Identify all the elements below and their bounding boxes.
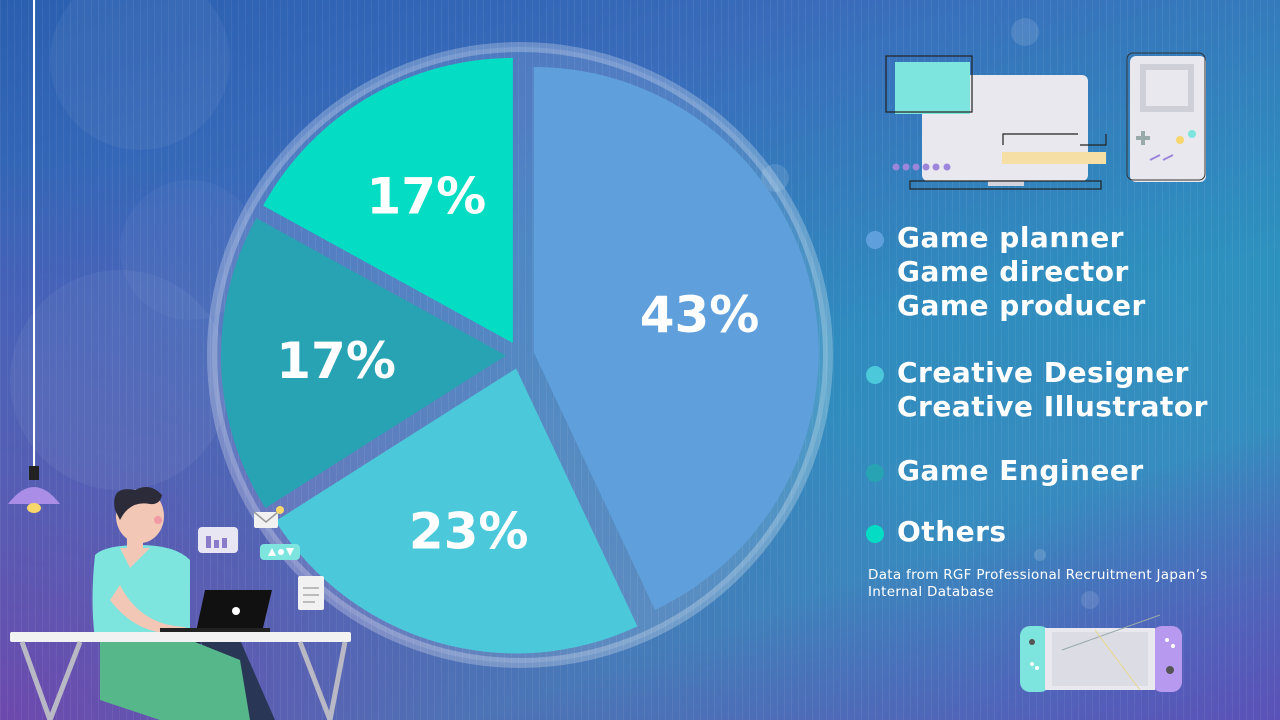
- pie-slice-3: [221, 218, 507, 509]
- legend-label: Creative Illustrator: [897, 390, 1208, 423]
- legend-label: Game planner: [897, 221, 1124, 254]
- source-note: Data from RGF Professional Recruitment J…: [868, 567, 1208, 601]
- legend-dot: [866, 366, 884, 384]
- switch-console-icon: [1020, 614, 1182, 692]
- legend-label: Creative Designer: [897, 356, 1189, 389]
- legend-item-creative: Creative Designer Creative Illustrator: [866, 356, 1208, 424]
- legend-dot: [866, 464, 884, 482]
- pendant-lamp-icon: [8, 0, 60, 513]
- legend-dot: [866, 525, 884, 543]
- slice-label-4: 17%: [366, 168, 486, 226]
- pie-slice-1: [533, 66, 819, 610]
- pie-slice-4: [263, 57, 513, 343]
- slice-label-1: 43%: [640, 286, 760, 344]
- legend-item-planner: Game planner Game director Game producer: [866, 221, 1146, 323]
- retro-computer-icon: [885, 55, 1107, 190]
- source-line: Data from RGF Professional Recruitment J…: [868, 567, 1208, 583]
- slice-label-3: 17%: [276, 332, 396, 390]
- legend-item-engineer: Game Engineer: [866, 454, 1144, 488]
- legend-label: Game producer: [897, 289, 1146, 322]
- slice-label-2: 23%: [409, 503, 529, 561]
- legend-label: Others: [897, 515, 1007, 548]
- handheld-console-icon: [1126, 52, 1206, 182]
- pie-slice-2: [275, 368, 638, 654]
- legend-dot: [866, 231, 884, 249]
- legend-label: Game director: [897, 255, 1129, 288]
- legend-label: Game Engineer: [897, 454, 1144, 487]
- legend-item-others: Others: [866, 515, 1007, 549]
- source-line: Internal Database: [868, 584, 994, 600]
- person-at-laptop-illustration: [10, 486, 351, 720]
